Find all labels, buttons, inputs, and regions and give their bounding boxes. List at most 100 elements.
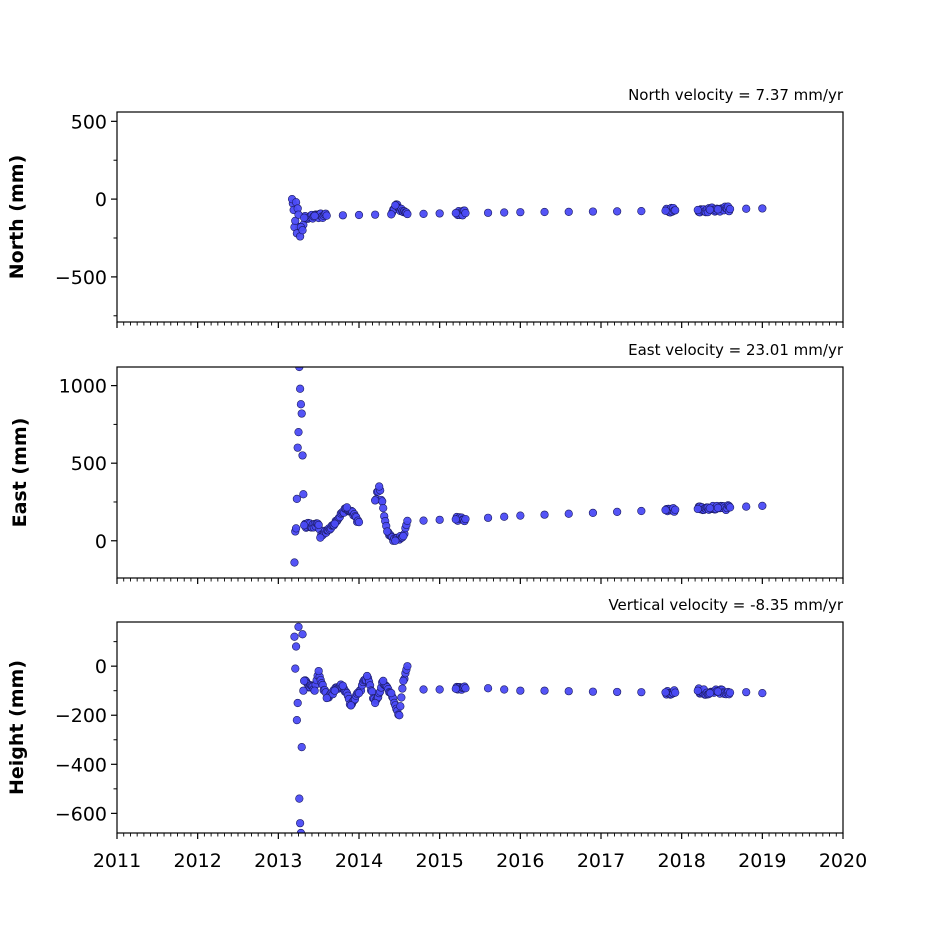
data-point: [637, 206, 646, 216]
data-point: [613, 687, 622, 697]
east-panel: East velocity = 23.01 mm/yr East (mm) 1000…: [9, 341, 844, 584]
data-point: [296, 400, 306, 409]
north-y-tick-label: −500: [55, 267, 107, 289]
data-point: [397, 693, 406, 702]
data-point: [483, 513, 493, 522]
data-point: [330, 519, 339, 528]
data-point: [451, 684, 460, 693]
data-point: [725, 503, 735, 512]
data-point: [399, 676, 408, 685]
data-point: [371, 496, 380, 505]
data-point: [516, 511, 525, 520]
north-y-tick-label: 500: [71, 111, 107, 133]
height-x-tick-label: 2020: [819, 850, 867, 872]
data-point: [540, 510, 549, 519]
data-point: [296, 819, 305, 828]
data-point: [338, 211, 347, 220]
data-point: [395, 711, 404, 720]
data-point: [362, 671, 372, 681]
data-point: [291, 524, 301, 533]
height-axes-frame: [116, 621, 844, 834]
east-y-tick-label: 500: [71, 453, 107, 475]
data-point: [368, 687, 377, 696]
data-point: [314, 666, 323, 676]
data-point: [387, 210, 396, 219]
data-point: [540, 686, 549, 695]
data-point: [338, 681, 347, 690]
data-point: [742, 502, 751, 511]
north-y-tick-label: 0: [95, 189, 107, 211]
data-point: [403, 662, 412, 671]
data-point: [300, 213, 309, 222]
data-point: [296, 828, 306, 833]
data-point: [483, 208, 493, 217]
height-y-tick-label: −200: [55, 705, 107, 727]
east-y-tick-label: 1000: [59, 376, 107, 398]
data-point: [297, 743, 306, 752]
data-point: [564, 509, 573, 518]
data-point: [354, 210, 364, 220]
data-point: [758, 689, 767, 698]
data-point: [299, 490, 308, 499]
data-point: [758, 501, 767, 510]
height-y-tick-label: 0: [95, 656, 107, 678]
data-point: [293, 698, 302, 708]
data-point: [290, 558, 299, 567]
data-point: [693, 504, 702, 514]
data-point: [461, 514, 470, 524]
height-x-tick-label: 2015: [415, 850, 463, 872]
data-point: [564, 207, 573, 216]
height-x-tick-label: 2014: [335, 850, 383, 872]
data-point: [500, 512, 509, 521]
height-points: [290, 622, 767, 833]
data-point: [292, 716, 301, 725]
north-points: [287, 195, 767, 241]
east-points: [290, 367, 767, 567]
data-point: [322, 211, 331, 220]
data-point: [294, 428, 303, 437]
data-point: [564, 687, 573, 696]
data-point: [419, 209, 428, 218]
data-point: [310, 686, 319, 695]
data-point: [713, 205, 723, 214]
data-point: [588, 207, 598, 216]
data-point: [661, 206, 670, 215]
data-point: [705, 689, 715, 698]
data-point: [725, 204, 735, 214]
data-point: [540, 207, 549, 217]
data-point: [705, 504, 715, 513]
data-point: [322, 693, 331, 703]
data-point: [693, 686, 702, 695]
east-axes-frame: [116, 366, 844, 579]
data-point: [613, 507, 622, 517]
data-point: [661, 688, 670, 697]
data-point: [713, 687, 723, 696]
data-point: [298, 226, 307, 235]
north-panel: North velocity = 7.37 mm/yr North (mm) 500…: [6, 86, 844, 328]
data-point: [371, 698, 380, 708]
data-point: [387, 689, 396, 698]
east-velocity-title: East velocity = 23.01 mm/yr: [628, 341, 844, 359]
data-point: [291, 664, 300, 673]
data-point: [758, 204, 767, 213]
data-point: [383, 527, 392, 536]
north-y-axis-label: North (mm): [6, 155, 28, 280]
east-y-axis-label: East (mm): [9, 418, 31, 528]
height-y-tick-label: −400: [55, 754, 107, 776]
height-x-tick-label: 2016: [496, 850, 544, 872]
data-point: [296, 384, 305, 393]
data-point: [298, 630, 307, 639]
north-velocity-title: North velocity = 7.37 mm/yr: [628, 86, 844, 104]
data-point: [298, 451, 307, 460]
data-point: [294, 622, 303, 632]
data-point: [297, 409, 306, 418]
data-point: [398, 684, 407, 693]
data-point: [461, 209, 470, 218]
data-point: [371, 210, 380, 219]
data-point: [295, 794, 304, 803]
data-point: [613, 207, 622, 216]
data-point: [396, 702, 405, 711]
data-point: [483, 684, 493, 693]
data-point: [310, 211, 319, 221]
height-velocity-title: Vertical velocity = -8.35 mm/yr: [608, 596, 843, 614]
